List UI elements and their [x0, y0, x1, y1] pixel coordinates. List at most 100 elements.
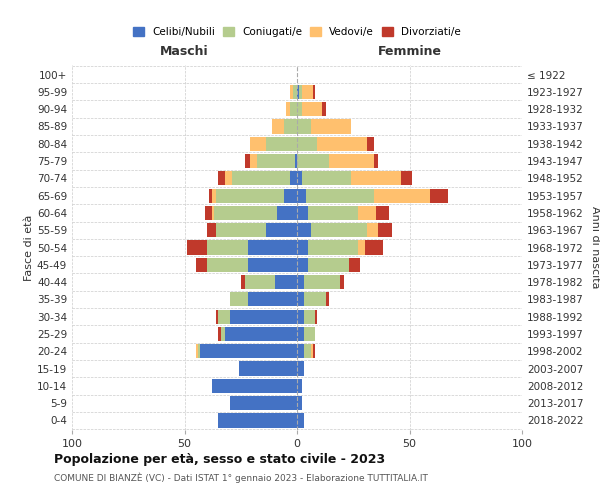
Bar: [218, 414, 297, 428]
Bar: [207, 258, 248, 272]
Bar: [297, 171, 302, 186]
Bar: [358, 240, 365, 254]
Text: Popolazione per età, sesso e stato civile - 2023: Popolazione per età, sesso e stato civil…: [54, 452, 385, 466]
Bar: [313, 84, 315, 99]
Bar: [308, 206, 358, 220]
Bar: [311, 344, 313, 358]
Bar: [265, 136, 297, 151]
Bar: [304, 275, 340, 289]
Bar: [297, 292, 304, 306]
Bar: [311, 223, 367, 238]
Bar: [340, 275, 344, 289]
Bar: [290, 84, 293, 99]
Bar: [229, 396, 297, 410]
Bar: [297, 396, 302, 410]
Bar: [304, 327, 315, 341]
Bar: [284, 120, 297, 134]
Bar: [239, 362, 297, 376]
Bar: [367, 223, 378, 238]
Bar: [225, 327, 297, 341]
Bar: [297, 379, 302, 393]
Bar: [297, 120, 311, 134]
Bar: [304, 310, 315, 324]
Bar: [196, 344, 198, 358]
Bar: [232, 171, 290, 186]
Legend: Celibi/Nubili, Coniugati/e, Vedovi/e, Divorziati/e: Celibi/Nubili, Coniugati/e, Vedovi/e, Di…: [129, 23, 465, 41]
Bar: [187, 240, 207, 254]
Bar: [218, 171, 225, 186]
Bar: [349, 258, 360, 272]
Bar: [378, 223, 392, 238]
Bar: [322, 102, 326, 116]
Bar: [245, 275, 275, 289]
Bar: [209, 188, 212, 202]
Bar: [229, 292, 248, 306]
Bar: [212, 188, 216, 202]
Bar: [275, 275, 297, 289]
Bar: [373, 154, 378, 168]
Bar: [297, 310, 304, 324]
Bar: [308, 258, 349, 272]
Bar: [329, 154, 373, 168]
Bar: [297, 136, 317, 151]
Bar: [297, 223, 311, 238]
Bar: [297, 84, 299, 99]
Bar: [293, 84, 297, 99]
Bar: [286, 102, 290, 116]
Bar: [212, 379, 297, 393]
Bar: [365, 240, 383, 254]
Bar: [297, 362, 304, 376]
Bar: [297, 275, 304, 289]
Bar: [248, 292, 297, 306]
Bar: [241, 275, 245, 289]
Bar: [308, 240, 358, 254]
Bar: [284, 188, 297, 202]
Bar: [272, 120, 284, 134]
Text: Femmine: Femmine: [377, 44, 442, 58]
Bar: [315, 310, 317, 324]
Bar: [216, 223, 265, 238]
Bar: [196, 258, 207, 272]
Text: COMUNE DI BIANZÈ (VC) - Dati ISTAT 1° gennaio 2023 - Elaborazione TUTTITALIA.IT: COMUNE DI BIANZÈ (VC) - Dati ISTAT 1° ge…: [54, 472, 428, 483]
Bar: [297, 206, 308, 220]
Bar: [207, 240, 248, 254]
Bar: [351, 171, 401, 186]
Bar: [290, 102, 297, 116]
Bar: [212, 206, 214, 220]
Bar: [306, 188, 373, 202]
Bar: [216, 188, 284, 202]
Bar: [297, 414, 304, 428]
Bar: [302, 102, 322, 116]
Bar: [207, 223, 216, 238]
Bar: [221, 327, 225, 341]
Bar: [245, 154, 250, 168]
Bar: [248, 240, 297, 254]
Bar: [297, 344, 304, 358]
Bar: [297, 327, 304, 341]
Bar: [198, 344, 200, 358]
Bar: [297, 154, 329, 168]
Bar: [299, 84, 302, 99]
Bar: [373, 188, 430, 202]
Bar: [295, 154, 297, 168]
Bar: [313, 344, 315, 358]
Bar: [304, 344, 311, 358]
Bar: [317, 136, 367, 151]
Bar: [290, 171, 297, 186]
Bar: [229, 310, 297, 324]
Bar: [205, 206, 212, 220]
Bar: [216, 310, 218, 324]
Bar: [214, 206, 277, 220]
Bar: [225, 171, 232, 186]
Bar: [250, 154, 257, 168]
Bar: [248, 258, 297, 272]
Bar: [367, 136, 373, 151]
Bar: [218, 327, 221, 341]
Bar: [302, 84, 313, 99]
Bar: [297, 188, 306, 202]
Bar: [297, 102, 302, 116]
Bar: [302, 171, 351, 186]
Bar: [401, 171, 412, 186]
Bar: [250, 136, 265, 151]
Bar: [358, 206, 376, 220]
